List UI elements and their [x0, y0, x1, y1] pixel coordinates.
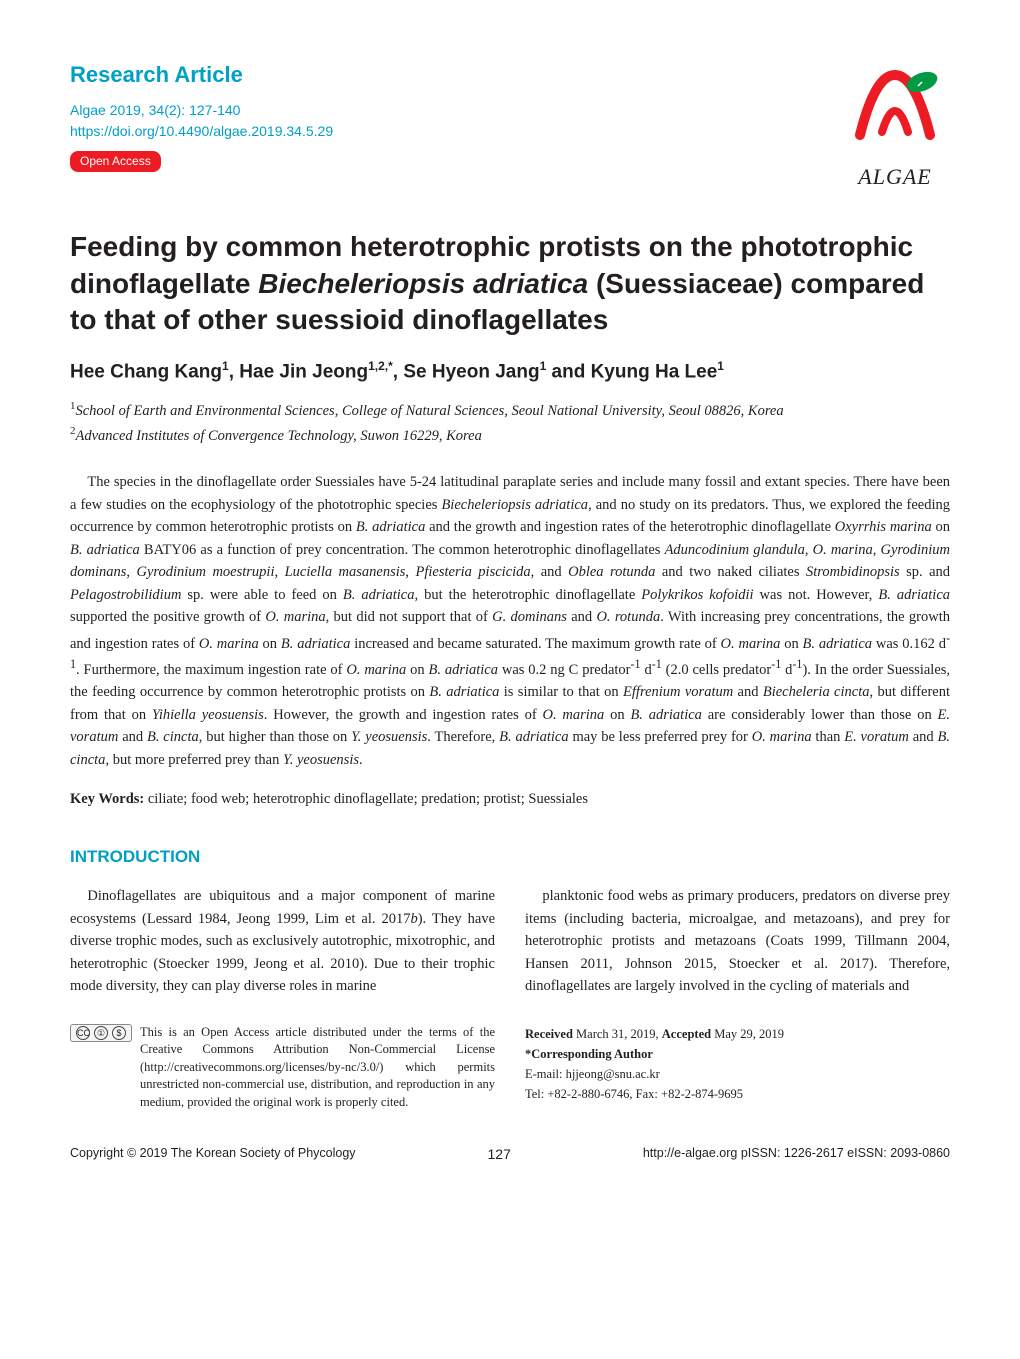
license-text: This is an Open Access article distribut…: [140, 1024, 495, 1112]
nc-icon: $: [112, 1026, 126, 1040]
article-title: Feeding by common heterotrophic protists…: [70, 229, 950, 338]
affiliations: 1School of Earth and Environmental Scien…: [70, 398, 950, 447]
keywords: Key Words: ciliate; food web; heterotrop…: [70, 789, 950, 809]
by-icon: ①: [94, 1026, 108, 1040]
cc-badge-icon: CC ① $: [70, 1024, 132, 1042]
intro-text-right: planktonic food webs as primary producer…: [525, 885, 950, 997]
copyright-text: Copyright © 2019 The Korean Society of P…: [70, 1145, 356, 1165]
article-type-label: Research Article: [70, 60, 840, 91]
keywords-label: Key Words:: [70, 791, 144, 807]
header-row: Research Article Algae 2019, 34(2): 127-…: [70, 60, 950, 193]
journal-logo: ALGAE: [840, 60, 950, 193]
affiliation-1: 1School of Earth and Environmental Scien…: [70, 398, 950, 423]
intro-text-left: Dinoflagellates are ubiquitous and a maj…: [70, 885, 495, 997]
logo-text: ALGAE: [840, 162, 950, 193]
open-access-badge: Open Access: [70, 151, 161, 172]
title-species: Biecheleriopsis adriatica: [258, 268, 588, 299]
dates-line: Received March 31, 2019, Accepted May 29…: [525, 1024, 950, 1044]
journal-citation: Algae 2019, 34(2): 127-140: [70, 101, 840, 121]
header-left: Research Article Algae 2019, 34(2): 127-…: [70, 60, 840, 172]
page-footer: Copyright © 2019 The Korean Society of P…: [70, 1145, 950, 1165]
affiliation-2: 2Advanced Institutes of Convergence Tech…: [70, 423, 950, 448]
correspondence-block: Received March 31, 2019, Accepted May 29…: [525, 1024, 950, 1112]
corr-phone: Tel: +82-2-880-6746, Fax: +82-2-874-9695: [525, 1084, 950, 1104]
intro-col-right: planktonic food webs as primary producer…: [525, 885, 950, 997]
abstract-text: The species in the dinoflagellate order …: [70, 471, 950, 771]
license-block: CC ① $ This is an Open Access article di…: [70, 1024, 495, 1112]
keywords-text: ciliate; food web; heterotrophic dinofla…: [144, 791, 588, 807]
author-list: Hee Chang Kang1, Hae Jin Jeong1,2,*, Se …: [70, 358, 950, 386]
corr-email: E-mail: hjjeong@snu.ac.kr: [525, 1064, 950, 1084]
corresponding-author-label: *Corresponding Author: [525, 1044, 950, 1064]
issn-text: http://e-algae.org pISSN: 1226-2617 eISS…: [643, 1145, 950, 1165]
algae-logo-icon: [840, 60, 950, 155]
intro-columns: Dinoflagellates are ubiquitous and a maj…: [70, 885, 950, 997]
page-number: 127: [488, 1145, 511, 1165]
footer-info-row: CC ① $ This is an Open Access article di…: [70, 1024, 950, 1112]
doi-link[interactable]: https://doi.org/10.4490/algae.2019.34.5.…: [70, 122, 840, 142]
intro-col-left: Dinoflagellates are ubiquitous and a maj…: [70, 885, 495, 997]
cc-icon: CC: [76, 1026, 90, 1040]
introduction-heading: INTRODUCTION: [70, 845, 950, 869]
